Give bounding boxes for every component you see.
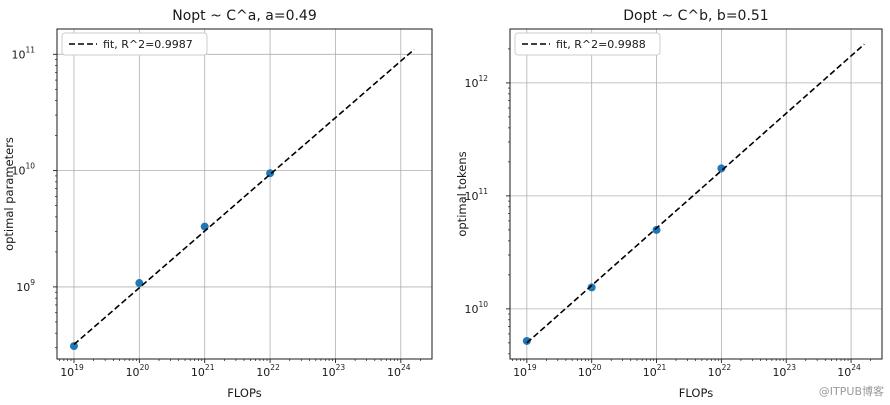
- data-point: [652, 225, 661, 234]
- x-tick-label: 1020: [578, 363, 602, 379]
- y-tick-label: 1011: [464, 187, 488, 203]
- y-axis-label: optimal tokens: [455, 151, 469, 236]
- data-point: [522, 336, 531, 345]
- y-tick-label: 109: [16, 278, 35, 294]
- x-tick-label: 1023: [322, 363, 346, 379]
- y-tick-label: 1010: [464, 300, 488, 316]
- x-tick-label: 1020: [126, 363, 150, 379]
- fit-line: [526, 43, 865, 344]
- x-tick-label: 1021: [191, 363, 215, 379]
- y-tick-label: 1010: [11, 162, 35, 178]
- y-tick-label: 1011: [11, 45, 35, 61]
- x-tick-label: 1022: [708, 363, 732, 379]
- legend-label: fit, R^2=0.9988: [556, 38, 646, 51]
- x-axis-label: FLOPs: [679, 386, 713, 400]
- data-point: [587, 283, 596, 292]
- axes-frame: [56, 28, 433, 360]
- x-tick-label: 1022: [256, 363, 280, 379]
- fit-line: [73, 48, 415, 346]
- chart-panel-1: 1019 1020 1021 1022 1023 1024 109 1010 1011 fit, …: [2, 8, 433, 400]
- x-tick-label: 1019: [513, 363, 537, 379]
- x-axis-label: FLOPs: [227, 386, 261, 400]
- chart-title: Dopt ~ C^b, b=0.51: [623, 8, 768, 24]
- chart-panel-2: 1019 1020 1021 1022 1023 1024 1010 1011 1012 fit,…: [455, 8, 883, 400]
- legend-box: [514, 32, 661, 56]
- legend: fit, R^2=0.9987: [61, 32, 208, 56]
- x-tick-label: 1024: [837, 363, 861, 379]
- watermark: @ITPUB博客: [818, 385, 884, 398]
- data-point: [717, 164, 726, 173]
- x-tick-label: 1024: [387, 363, 411, 379]
- data-point: [135, 279, 144, 288]
- y-axis-label: optimal parameters: [2, 137, 16, 251]
- legend: fit, R^2=0.9988: [514, 32, 661, 56]
- legend-label: fit, R^2=0.9987: [103, 38, 193, 51]
- axes-frame: [509, 28, 883, 360]
- legend-box: [61, 32, 208, 56]
- data-point: [69, 342, 78, 351]
- y-tick-label: 1012: [464, 74, 488, 90]
- chart-title: Nopt ~ C^a, a=0.49: [172, 8, 317, 24]
- x-tick-label: 1023: [772, 363, 796, 379]
- x-tick-label: 1021: [643, 363, 667, 379]
- x-tick-label: 1019: [60, 363, 84, 379]
